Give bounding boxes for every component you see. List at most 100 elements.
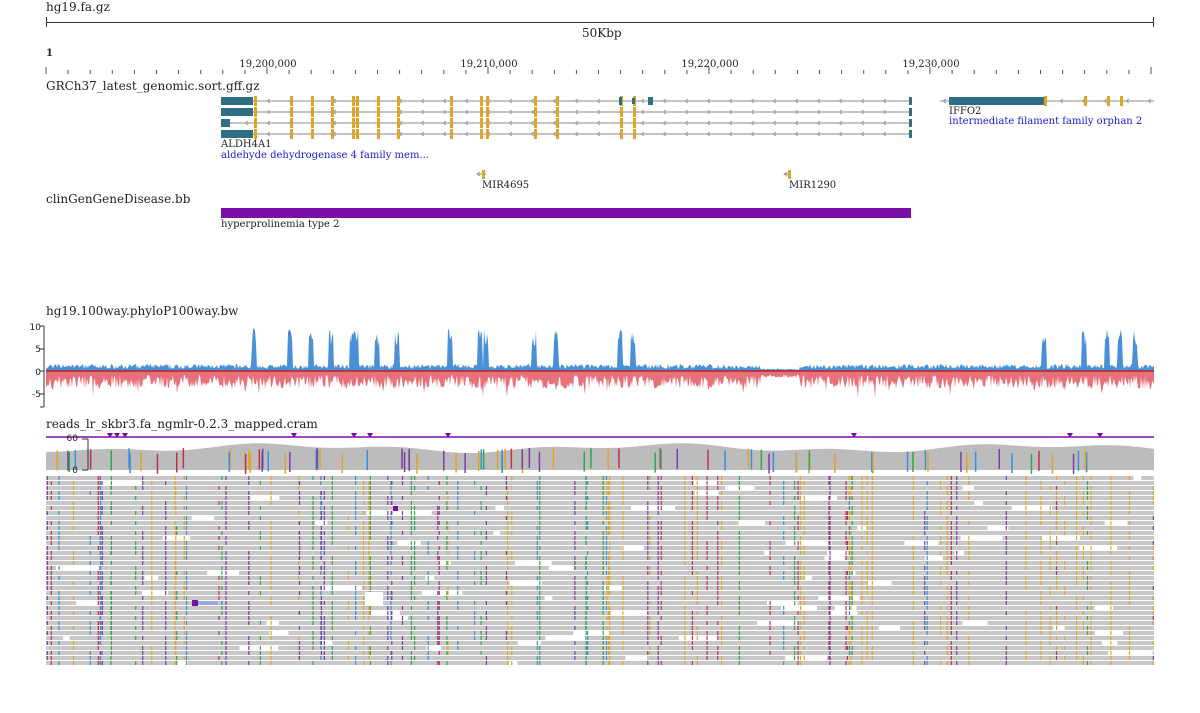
exon-block[interactable] <box>450 129 453 139</box>
read-row[interactable] <box>46 541 1154 545</box>
exon-block[interactable] <box>480 118 483 128</box>
exon-block[interactable] <box>450 107 453 117</box>
read-row[interactable] <box>46 536 1154 540</box>
insertion-marker[interactable] <box>1067 433 1073 438</box>
exon-block[interactable] <box>311 96 314 106</box>
exon-block[interactable] <box>290 107 293 117</box>
exon-block[interactable] <box>556 129 559 139</box>
exon-block[interactable] <box>331 107 334 117</box>
read-row[interactable] <box>46 651 1154 655</box>
read-row[interactable] <box>46 571 1154 575</box>
exon-block[interactable] <box>620 107 623 117</box>
exon-block[interactable] <box>482 170 485 179</box>
exon-block[interactable] <box>1084 96 1087 106</box>
read-row[interactable] <box>46 511 1154 515</box>
read-row[interactable] <box>46 621 1154 625</box>
track-label-reads[interactable]: reads_lr_skbr3.fa_ngmlr-0.2.3_mapped.cra… <box>46 417 318 431</box>
exon-block[interactable] <box>290 96 293 106</box>
exon-block[interactable] <box>311 129 314 139</box>
exon-block[interactable] <box>397 129 400 139</box>
exon-block[interactable] <box>356 118 359 128</box>
exon-block[interactable] <box>480 96 483 106</box>
exon-block[interactable] <box>633 129 636 139</box>
utr-block[interactable] <box>632 98 635 104</box>
insertion-marker[interactable] <box>367 433 373 438</box>
exon-block[interactable] <box>1120 96 1123 106</box>
exon-block[interactable] <box>254 129 257 139</box>
insertion-marker[interactable] <box>114 433 120 438</box>
utr-block[interactable] <box>221 97 253 105</box>
exon-block[interactable] <box>480 129 483 139</box>
exon-block[interactable] <box>534 96 537 106</box>
exon-block[interactable] <box>486 96 489 106</box>
exon-block[interactable] <box>377 107 380 117</box>
read-row[interactable] <box>46 481 1154 485</box>
insertion-marker[interactable] <box>291 433 297 438</box>
utr-block[interactable] <box>221 130 253 138</box>
exon-block[interactable] <box>620 118 623 128</box>
read-row[interactable] <box>46 636 1154 640</box>
exon-block[interactable] <box>290 129 293 139</box>
read-row[interactable] <box>46 491 1154 495</box>
insertion-marker[interactable] <box>445 433 451 438</box>
exon-block[interactable] <box>331 129 334 139</box>
track-label-clingen[interactable]: clinGenGeneDisease.bb <box>46 192 191 206</box>
read-row[interactable] <box>46 586 1154 590</box>
read-row[interactable] <box>46 556 1154 560</box>
exon-block[interactable] <box>397 118 400 128</box>
insertion-marker[interactable] <box>122 433 128 438</box>
read-row[interactable] <box>46 661 1154 665</box>
exon-block[interactable] <box>356 129 359 139</box>
exon-block[interactable] <box>331 118 334 128</box>
utr-block[interactable] <box>909 108 912 116</box>
exon-block[interactable] <box>1107 96 1110 106</box>
utr-block[interactable] <box>909 97 912 105</box>
exon-block[interactable] <box>556 107 559 117</box>
read-row[interactable] <box>46 516 1154 520</box>
exon-block[interactable] <box>254 96 257 106</box>
exon-block[interactable] <box>620 129 623 139</box>
read-row[interactable] <box>46 626 1154 630</box>
exon-block[interactable] <box>556 96 559 106</box>
track-label-genes[interactable]: GRCh37_latest_genomic.sort.gff.gz <box>46 79 260 93</box>
read-row[interactable] <box>46 486 1154 490</box>
exon-block[interactable] <box>377 129 380 139</box>
exon-block[interactable] <box>633 107 636 117</box>
read-row[interactable] <box>46 496 1154 500</box>
exon-block[interactable] <box>352 118 355 128</box>
read-row[interactable] <box>46 601 1154 605</box>
read-row[interactable] <box>46 546 1154 550</box>
exon-block[interactable] <box>352 129 355 139</box>
read-row[interactable] <box>46 526 1154 530</box>
exon-block[interactable] <box>397 96 400 106</box>
read-row[interactable] <box>46 611 1154 615</box>
exon-block[interactable] <box>311 118 314 128</box>
exon-block[interactable] <box>377 96 380 106</box>
read-row[interactable] <box>46 616 1154 620</box>
read-row[interactable] <box>46 656 1154 660</box>
read-row[interactable] <box>46 561 1154 565</box>
exon-block[interactable] <box>534 129 537 139</box>
utr-block[interactable] <box>221 108 253 116</box>
exon-block[interactable] <box>480 107 483 117</box>
exon-block[interactable] <box>356 107 359 117</box>
exon-block[interactable] <box>254 107 257 117</box>
read-row[interactable] <box>46 606 1154 610</box>
exon-block[interactable] <box>788 170 791 179</box>
coverage-area[interactable] <box>46 443 1154 470</box>
exon-block[interactable] <box>450 96 453 106</box>
read-row[interactable] <box>46 551 1154 555</box>
read-row[interactable] <box>46 576 1154 580</box>
disease-feature-bar[interactable] <box>221 208 911 218</box>
utr-block[interactable] <box>619 97 622 105</box>
read-row[interactable] <box>46 501 1154 505</box>
gene-symbol-mir4695[interactable]: MIR4695 <box>482 180 530 191</box>
exon-block[interactable] <box>254 118 257 128</box>
exon-block[interactable] <box>486 107 489 117</box>
insertion-marker[interactable] <box>351 433 357 438</box>
gene-symbol-mir1290[interactable]: MIR1290 <box>789 180 837 191</box>
exon-block[interactable] <box>311 107 314 117</box>
exon-block[interactable] <box>290 118 293 128</box>
exon-block[interactable] <box>331 96 334 106</box>
